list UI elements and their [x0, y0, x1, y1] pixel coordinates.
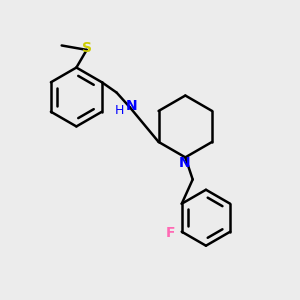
Text: N: N [179, 156, 190, 170]
Text: F: F [166, 226, 175, 240]
Text: N: N [125, 99, 137, 113]
Text: S: S [82, 40, 92, 55]
Text: H: H [115, 104, 124, 117]
